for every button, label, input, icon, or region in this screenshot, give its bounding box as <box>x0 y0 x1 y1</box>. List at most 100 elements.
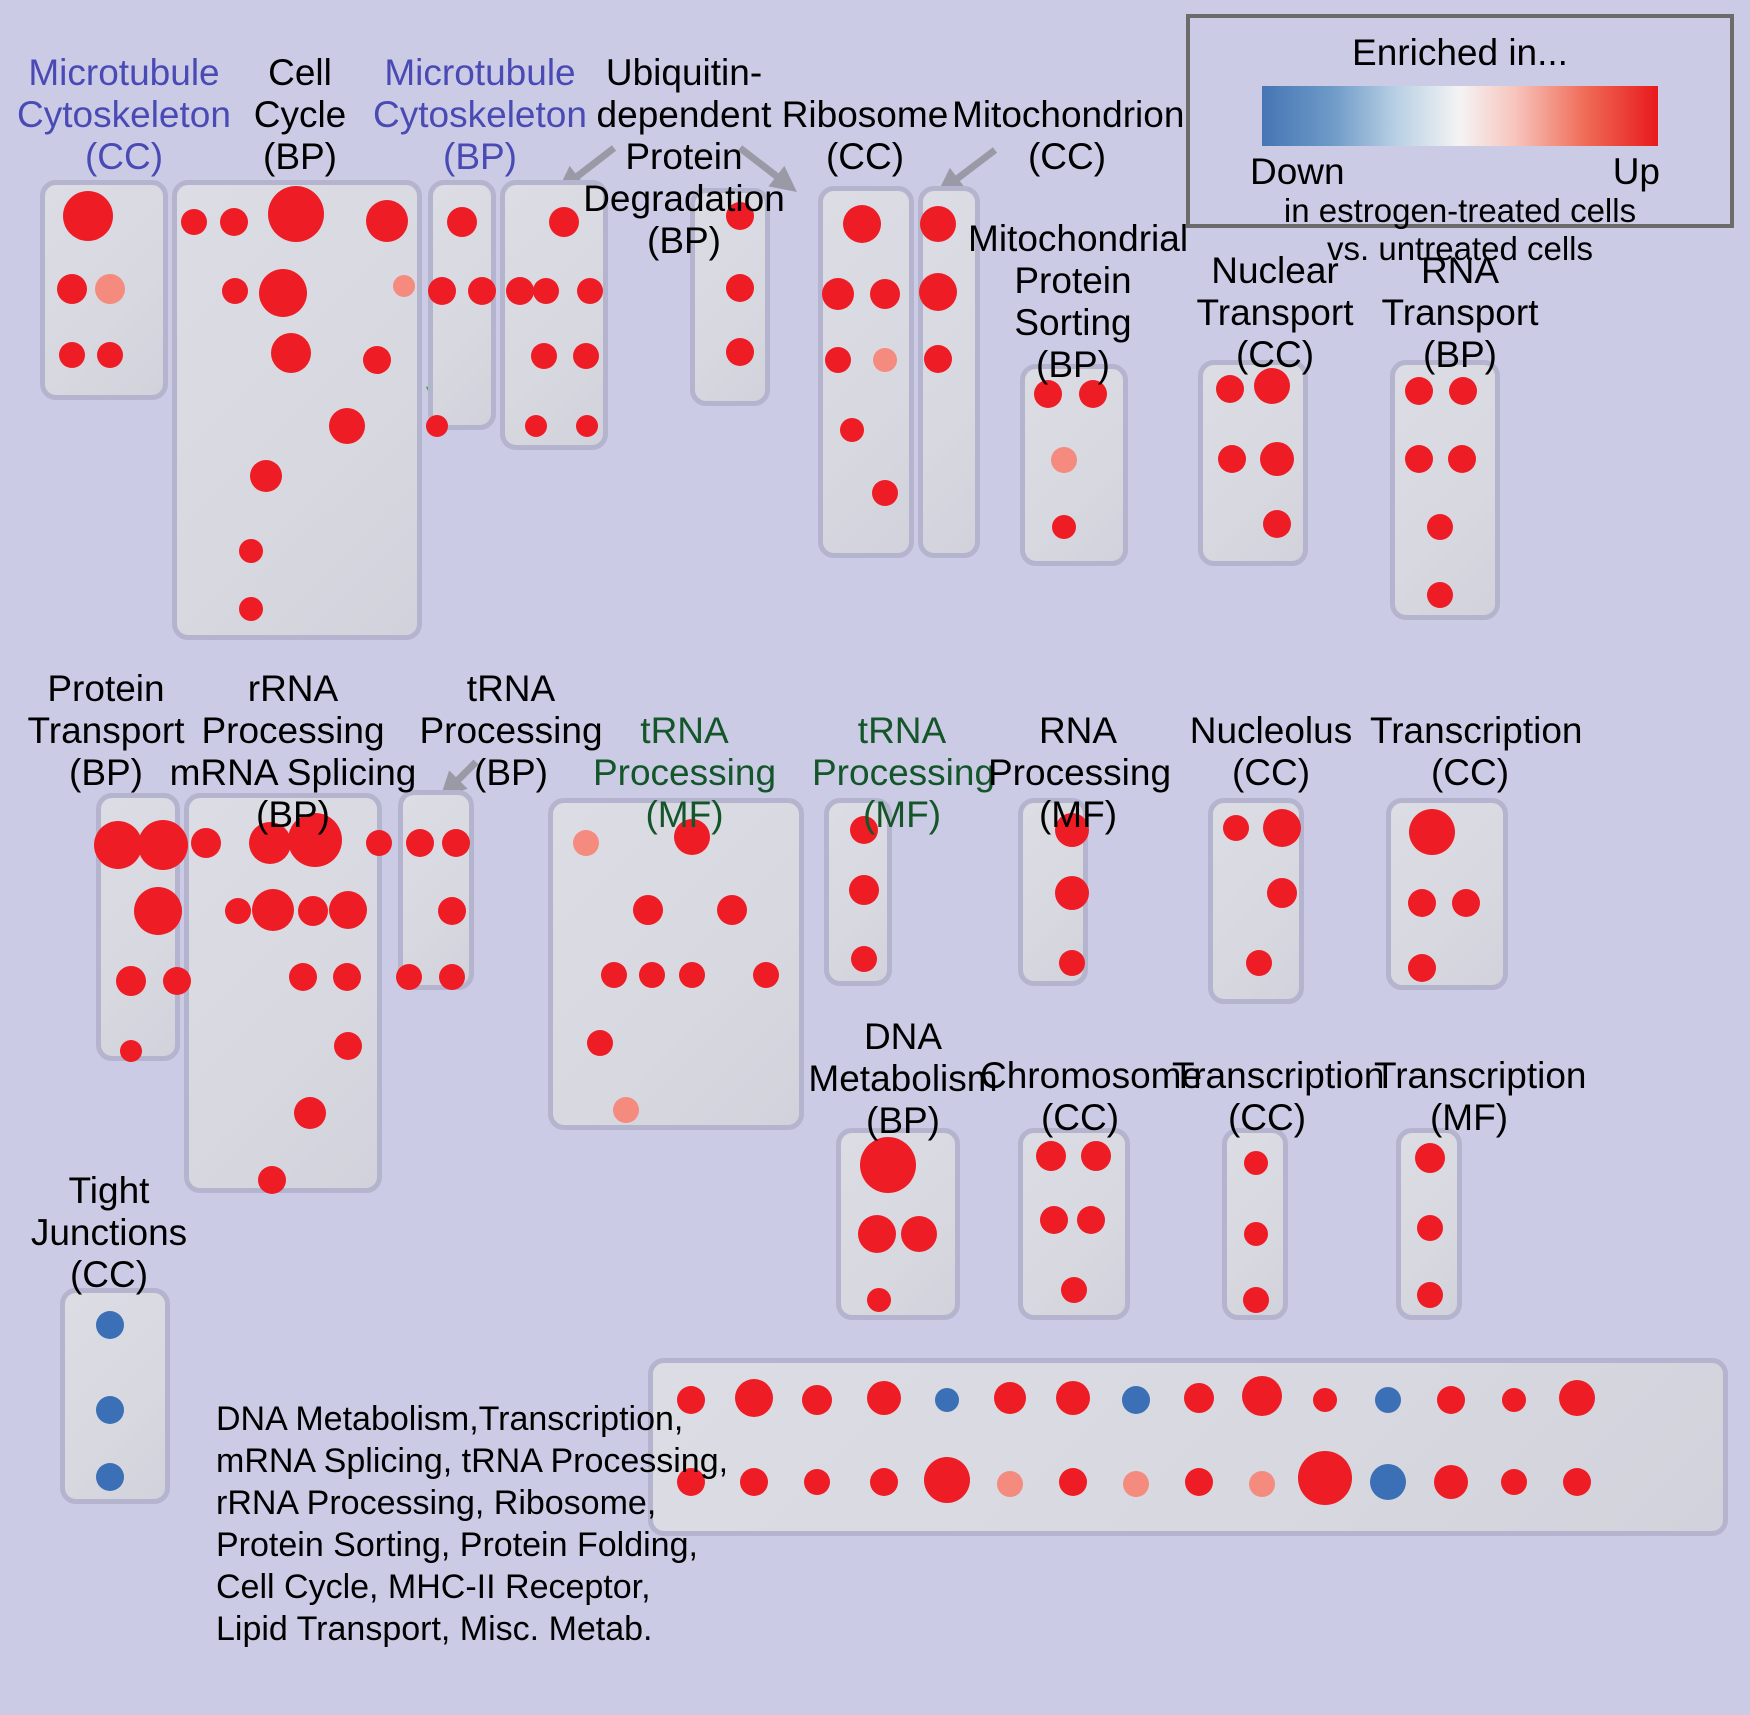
network-node[interactable] <box>1056 1381 1090 1415</box>
network-node[interactable] <box>920 206 956 242</box>
network-node[interactable] <box>333 963 361 991</box>
network-node[interactable] <box>239 539 263 563</box>
network-node[interactable] <box>717 895 747 925</box>
network-node[interactable] <box>1055 876 1089 910</box>
network-node[interactable] <box>96 1463 124 1491</box>
network-node[interactable] <box>294 1097 326 1129</box>
network-node[interactable] <box>1059 950 1085 976</box>
network-node[interactable] <box>1034 380 1062 408</box>
network-node[interactable] <box>753 962 779 988</box>
network-node[interactable] <box>1242 1376 1282 1416</box>
network-node[interactable] <box>1260 442 1294 476</box>
network-node[interactable] <box>1244 1222 1268 1246</box>
network-node[interactable] <box>1559 1380 1595 1416</box>
network-node[interactable] <box>442 829 470 857</box>
network-node[interactable] <box>1246 950 1272 976</box>
network-node[interactable] <box>366 830 392 856</box>
network-node[interactable] <box>439 964 465 990</box>
network-node[interactable] <box>1184 1383 1214 1413</box>
network-node[interactable] <box>1437 1386 1465 1414</box>
network-node[interactable] <box>873 348 897 372</box>
network-node[interactable] <box>1267 878 1297 908</box>
network-node[interactable] <box>587 1030 613 1056</box>
network-node[interactable] <box>858 1215 896 1253</box>
network-node[interactable] <box>840 418 864 442</box>
network-node[interactable] <box>1216 375 1244 403</box>
network-node[interactable] <box>334 1032 362 1060</box>
network-node[interactable] <box>601 962 627 988</box>
network-node[interactable] <box>506 277 534 305</box>
network-node[interactable] <box>935 1388 959 1412</box>
network-node[interactable] <box>639 962 665 988</box>
network-node[interactable] <box>577 278 603 304</box>
network-node[interactable] <box>1452 889 1480 917</box>
network-node[interactable] <box>549 207 579 237</box>
network-node[interactable] <box>289 963 317 991</box>
network-node[interactable] <box>1427 582 1453 608</box>
network-node[interactable] <box>249 822 291 864</box>
network-node[interactable] <box>679 962 705 988</box>
network-node[interactable] <box>870 279 900 309</box>
network-node[interactable] <box>1061 1277 1087 1303</box>
network-node[interactable] <box>468 277 496 305</box>
network-node[interactable] <box>1244 1151 1268 1175</box>
network-node[interactable] <box>867 1381 901 1415</box>
network-node[interactable] <box>1036 1141 1066 1171</box>
network-node[interactable] <box>1434 1465 1468 1499</box>
network-node[interactable] <box>94 821 142 869</box>
network-node[interactable] <box>851 946 877 972</box>
network-node[interactable] <box>994 1382 1026 1414</box>
network-node[interactable] <box>1448 445 1476 473</box>
network-node[interactable] <box>163 967 191 995</box>
network-node[interactable] <box>849 875 879 905</box>
network-node[interactable] <box>735 1379 773 1417</box>
network-node[interactable] <box>860 1137 916 1193</box>
network-node[interactable] <box>825 347 851 373</box>
network-node[interactable] <box>1052 515 1076 539</box>
network-node[interactable] <box>447 207 477 237</box>
network-node[interactable] <box>677 1468 705 1496</box>
network-node[interactable] <box>901 1216 937 1252</box>
network-node[interactable] <box>924 1457 970 1503</box>
network-node[interactable] <box>57 274 87 304</box>
network-node[interactable] <box>363 346 391 374</box>
network-node[interactable] <box>677 1386 705 1414</box>
network-node[interactable] <box>428 277 456 305</box>
network-node[interactable] <box>804 1469 830 1495</box>
network-node[interactable] <box>1059 1468 1087 1496</box>
network-node[interactable] <box>426 415 448 437</box>
network-node[interactable] <box>1243 1287 1269 1313</box>
network-node[interactable] <box>1415 1143 1445 1173</box>
network-node[interactable] <box>573 343 599 369</box>
network-node[interactable] <box>220 208 248 236</box>
network-node[interactable] <box>997 1471 1023 1497</box>
network-node[interactable] <box>393 275 415 297</box>
network-node[interactable] <box>1218 445 1246 473</box>
network-node[interactable] <box>525 415 547 437</box>
network-node[interactable] <box>531 343 557 369</box>
network-node[interactable] <box>1408 954 1436 982</box>
network-node[interactable] <box>1122 1386 1150 1414</box>
network-node[interactable] <box>222 278 248 304</box>
network-node[interactable] <box>1223 815 1249 841</box>
network-node[interactable] <box>1051 447 1077 473</box>
network-node[interactable] <box>674 819 710 855</box>
network-node[interactable] <box>406 829 434 857</box>
network-node[interactable] <box>576 415 598 437</box>
network-node[interactable] <box>95 274 125 304</box>
network-node[interactable] <box>1417 1215 1443 1241</box>
network-node[interactable] <box>1077 1206 1105 1234</box>
network-node[interactable] <box>533 278 559 304</box>
network-node[interactable] <box>1254 368 1290 404</box>
network-node[interactable] <box>1375 1387 1401 1413</box>
network-node[interactable] <box>1409 809 1455 855</box>
network-node[interactable] <box>181 209 207 235</box>
network-node[interactable] <box>97 342 123 368</box>
network-node[interactable] <box>1405 377 1433 405</box>
network-node[interactable] <box>1563 1468 1591 1496</box>
network-node[interactable] <box>96 1311 124 1339</box>
network-node[interactable] <box>850 816 878 844</box>
network-node[interactable] <box>1123 1471 1149 1497</box>
network-node[interactable] <box>870 1468 898 1496</box>
network-node[interactable] <box>726 338 754 366</box>
